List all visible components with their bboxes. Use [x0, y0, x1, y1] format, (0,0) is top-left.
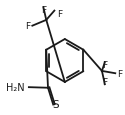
Text: F: F [118, 69, 123, 78]
Text: F: F [25, 22, 30, 31]
Text: F: F [57, 10, 62, 19]
Text: F: F [41, 6, 46, 15]
Text: H₂N: H₂N [6, 82, 24, 92]
Text: S: S [53, 99, 59, 109]
Text: F: F [102, 77, 107, 86]
Text: F: F [102, 61, 107, 70]
